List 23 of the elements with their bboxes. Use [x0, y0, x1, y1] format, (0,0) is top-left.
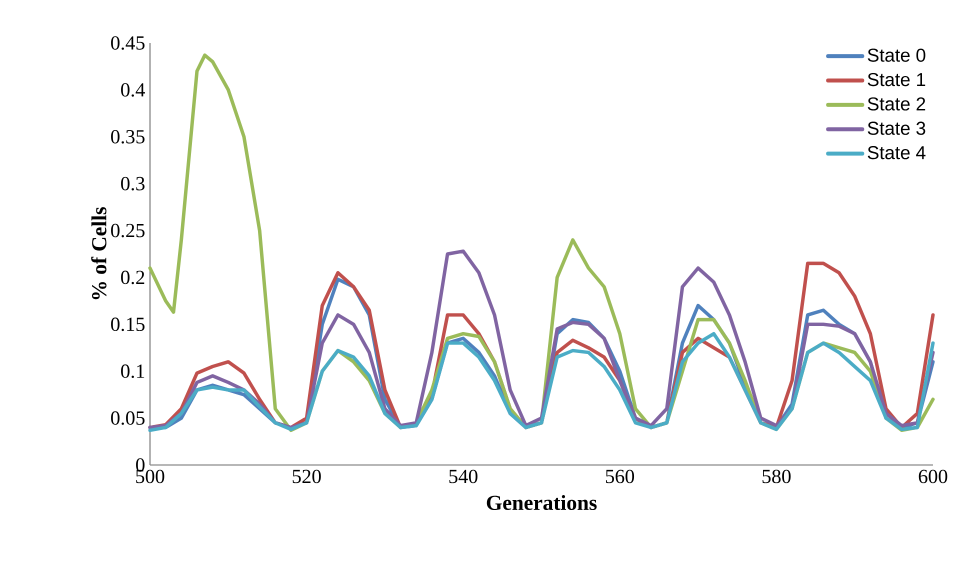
y-tick-label: 0.25 [111, 224, 145, 238]
legend-label: State 0 [868, 48, 926, 62]
x-tick-label: 540 [449, 470, 478, 484]
x-tick-label: 600 [918, 470, 948, 484]
x-tick-label: 560 [606, 470, 634, 484]
legend-label: State 3 [868, 122, 926, 135]
legend-label: State 1 [868, 72, 926, 86]
y-tick-label: 0.35 [111, 130, 145, 144]
x-tick-label: 580 [762, 470, 791, 484]
x-tick-label: 500 [136, 470, 164, 484]
y-axis-title: % of Cells [91, 207, 106, 300]
y-tick-label: 0.3 [121, 176, 145, 190]
y-tick-label: 0.4 [121, 83, 145, 97]
y-tick-label: 0.45 [111, 36, 145, 50]
line-series [148, 332, 935, 432]
legend-label: State 2 [868, 97, 926, 111]
y-tick-label: 0.05 [111, 411, 145, 425]
x-tick-label: 520 [292, 470, 321, 484]
x-axis-title: Generations [486, 495, 597, 510]
legend-label: State 4 [868, 146, 926, 160]
y-tick-label: 0.15 [111, 318, 145, 332]
y-tick-label: 0.1 [121, 364, 144, 378]
y-tick-label: 0.2 [121, 270, 144, 284]
